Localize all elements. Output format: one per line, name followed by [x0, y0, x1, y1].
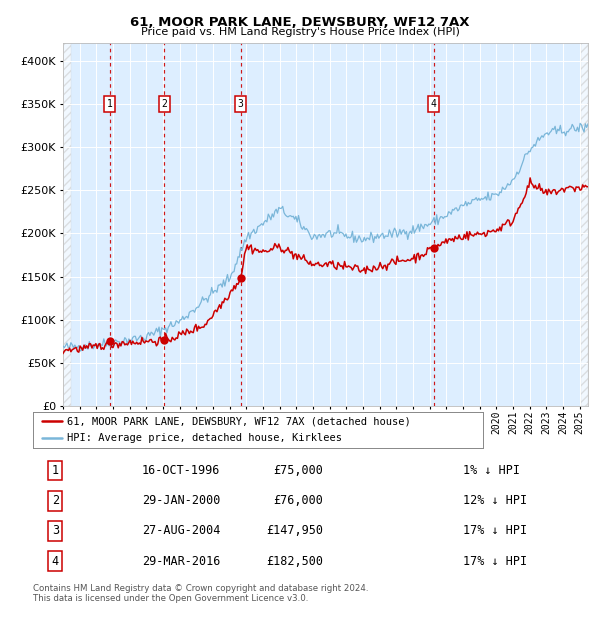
Text: 29-MAR-2016: 29-MAR-2016 [142, 555, 220, 567]
Text: 17% ↓ HPI: 17% ↓ HPI [463, 525, 527, 538]
Text: Price paid vs. HM Land Registry's House Price Index (HPI): Price paid vs. HM Land Registry's House … [140, 27, 460, 37]
Text: 1: 1 [107, 99, 112, 109]
Text: 17% ↓ HPI: 17% ↓ HPI [463, 555, 527, 567]
Text: 4: 4 [431, 99, 437, 109]
Text: HPI: Average price, detached house, Kirklees: HPI: Average price, detached house, Kirk… [67, 433, 342, 443]
Text: £182,500: £182,500 [266, 555, 323, 567]
Text: 16-OCT-1996: 16-OCT-1996 [142, 464, 220, 477]
Bar [581, 43, 588, 406]
Text: 1% ↓ HPI: 1% ↓ HPI [463, 464, 520, 477]
Text: 4: 4 [52, 555, 59, 567]
Text: Contains HM Land Registry data © Crown copyright and database right 2024.
This d: Contains HM Land Registry data © Crown c… [33, 584, 368, 603]
Text: 61, MOOR PARK LANE, DEWSBURY, WF12 7AX (detached house): 61, MOOR PARK LANE, DEWSBURY, WF12 7AX (… [67, 416, 410, 426]
Text: 2: 2 [161, 99, 167, 109]
Text: 1: 1 [52, 464, 59, 477]
Text: 3: 3 [238, 99, 244, 109]
Text: 61, MOOR PARK LANE, DEWSBURY, WF12 7AX: 61, MOOR PARK LANE, DEWSBURY, WF12 7AX [130, 16, 470, 29]
Text: 27-AUG-2004: 27-AUG-2004 [142, 525, 220, 538]
Bar [63, 43, 71, 406]
Text: 12% ↓ HPI: 12% ↓ HPI [463, 494, 527, 507]
Text: £75,000: £75,000 [273, 464, 323, 477]
Text: £76,000: £76,000 [273, 494, 323, 507]
Text: 3: 3 [52, 525, 59, 538]
Text: 29-JAN-2000: 29-JAN-2000 [142, 494, 220, 507]
Text: 2: 2 [52, 494, 59, 507]
Text: £147,950: £147,950 [266, 525, 323, 538]
